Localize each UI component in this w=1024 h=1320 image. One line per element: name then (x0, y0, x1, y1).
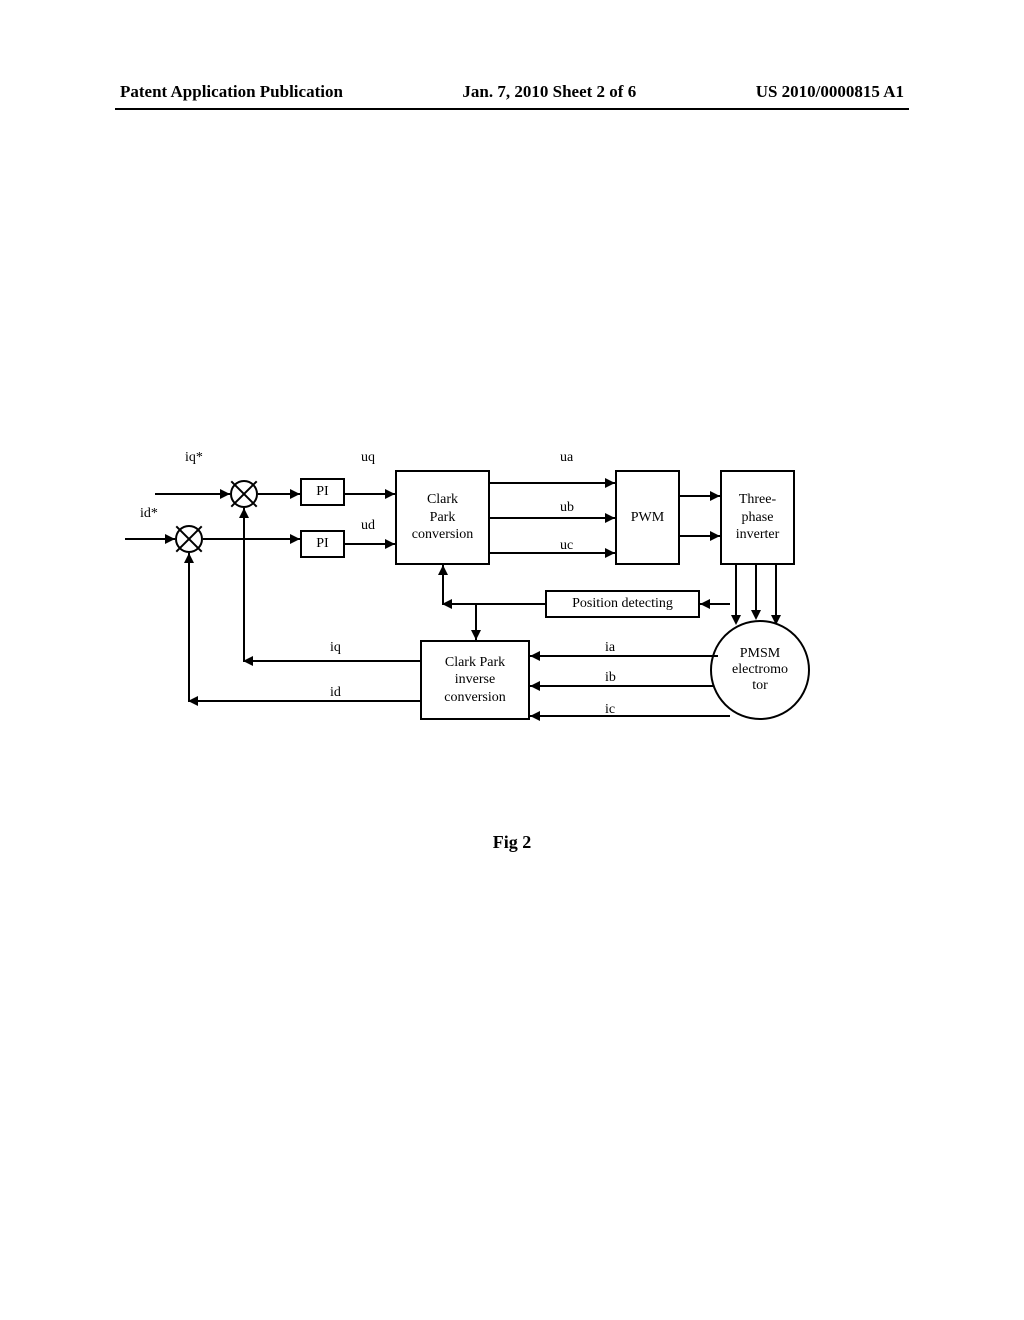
arrow-icon (165, 534, 175, 544)
line (243, 660, 420, 662)
arrow-icon (530, 711, 540, 721)
arrow-icon (530, 681, 540, 691)
label-ic: ic (605, 702, 615, 718)
arrow-icon (184, 553, 194, 563)
arrow-icon (290, 534, 300, 544)
motor-line3: tor (752, 678, 768, 694)
line (530, 685, 713, 687)
arrow-icon (530, 651, 540, 661)
label-uq: uq (361, 450, 375, 466)
pwm-label: PWM (631, 509, 664, 527)
motor-block: PMSM electromo tor (710, 620, 810, 720)
arrow-icon (471, 630, 481, 640)
pwm-block: PWM (615, 470, 680, 565)
label-ub: ub (560, 500, 574, 516)
line (530, 655, 718, 657)
label-ib: ib (605, 670, 616, 686)
summing-junction-iq (230, 480, 258, 508)
inv-conv-line2: inverse (455, 671, 495, 689)
arrow-icon (605, 513, 615, 523)
label-id: id (330, 685, 341, 701)
pos-detect-label: Position detecting (572, 595, 673, 613)
arrow-icon (220, 489, 230, 499)
label-iq-ref: iq* (185, 450, 203, 466)
clark-park-line1: Clark (427, 491, 458, 509)
line (530, 715, 730, 717)
inv-conv-line1: Clark Park (445, 654, 505, 672)
clark-park-line2: Park (430, 509, 456, 527)
line (188, 700, 420, 702)
block-diagram: PI PI Clark Park conversion PWM Three- p… (155, 470, 885, 770)
arrow-icon (700, 599, 710, 609)
line (155, 493, 230, 495)
label-uc: uc (560, 538, 573, 554)
header-center: Jan. 7, 2010 Sheet 2 of 6 (462, 82, 636, 102)
label-id-ref: id* (140, 506, 158, 522)
label-ua: ua (560, 450, 573, 466)
inverter-line3: inverter (736, 526, 780, 544)
label-ia: ia (605, 640, 615, 656)
arrow-icon (605, 478, 615, 488)
line (203, 538, 300, 540)
line (490, 517, 615, 519)
arrow-icon (290, 489, 300, 499)
line (188, 553, 190, 702)
motor-line2: electromo (732, 662, 788, 678)
arrow-icon (438, 565, 448, 575)
summing-junction-id (175, 525, 203, 553)
arrow-icon (385, 539, 395, 549)
arrow-icon (710, 531, 720, 541)
arrow-icon (751, 610, 761, 620)
line (442, 603, 545, 605)
inverse-conversion-block: Clark Park inverse conversion (420, 640, 530, 720)
inverter-block: Three- phase inverter (720, 470, 795, 565)
clark-park-line3: conversion (412, 526, 473, 544)
arrow-icon (605, 548, 615, 558)
figure-label: Fig 2 (0, 832, 1024, 853)
position-detecting-block: Position detecting (545, 590, 700, 618)
line (490, 552, 615, 554)
label-iq: iq (330, 640, 341, 656)
inverter-line1: Three- (739, 491, 776, 509)
page-header: Patent Application Publication Jan. 7, 2… (0, 82, 1024, 102)
line (243, 508, 245, 662)
header-rule (115, 108, 909, 110)
label-ud: ud (361, 518, 375, 534)
pi-block-1: PI (300, 478, 345, 506)
arrow-icon (385, 489, 395, 499)
pi-label: PI (316, 483, 328, 501)
clark-park-block: Clark Park conversion (395, 470, 490, 565)
line (490, 482, 615, 484)
inv-conv-line3: conversion (444, 689, 505, 707)
pi-block-2: PI (300, 530, 345, 558)
motor-line1: PMSM (740, 646, 780, 662)
arrow-icon (239, 508, 249, 518)
header-left: Patent Application Publication (120, 82, 343, 102)
inverter-line2: phase (742, 509, 774, 527)
arrow-icon (710, 491, 720, 501)
pi-label: PI (316, 535, 328, 553)
header-right: US 2010/0000815 A1 (756, 82, 904, 102)
